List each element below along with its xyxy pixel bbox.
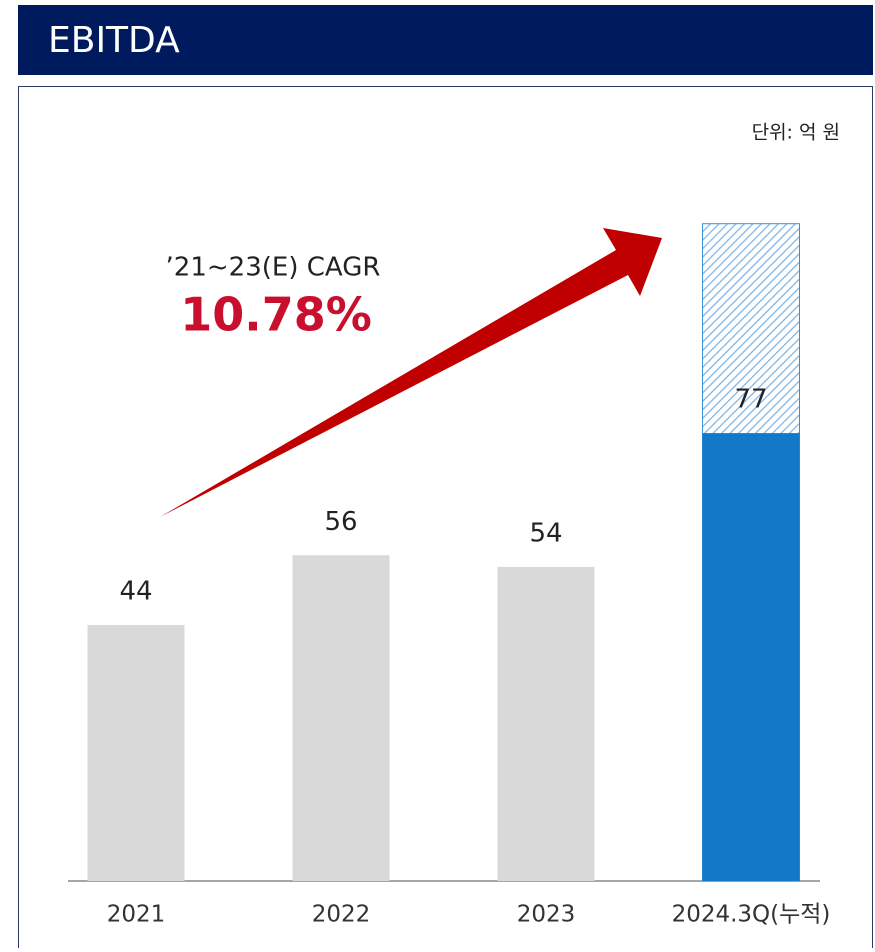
x-tick-label: 2021	[107, 902, 166, 928]
panel-border	[18, 86, 873, 952]
x-tick-label: 2023	[517, 902, 576, 928]
x-tick-label: 2022	[312, 902, 371, 928]
bar	[87, 625, 185, 881]
value-label: 77	[734, 385, 767, 415]
header-bar	[18, 5, 873, 75]
annotation-value: 10.78%	[180, 288, 372, 342]
bar	[292, 555, 390, 881]
value-label: 54	[529, 518, 562, 548]
bar	[702, 433, 800, 881]
value-label: 56	[324, 507, 357, 537]
growth-arrow	[160, 228, 662, 517]
unit-label: 단위: 억 원	[752, 122, 840, 144]
value-label: 44	[119, 577, 152, 607]
annotation: ’21~23(E) CAGR	[166, 253, 381, 283]
chart-title: EBITDA	[48, 20, 180, 61]
bar	[497, 566, 595, 881]
x-tick-label: 2024.3Q(누적)	[672, 902, 831, 928]
